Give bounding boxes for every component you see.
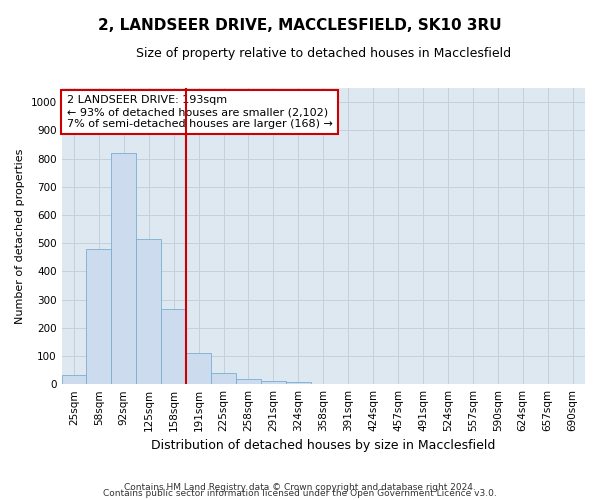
Bar [86, 249, 112, 384]
Bar [112, 153, 136, 384]
Bar [286, 382, 311, 384]
Y-axis label: Number of detached properties: Number of detached properties [15, 148, 25, 324]
Text: Contains public sector information licensed under the Open Government Licence v3: Contains public sector information licen… [103, 490, 497, 498]
Text: Contains HM Land Registry data © Crown copyright and database right 2024.: Contains HM Land Registry data © Crown c… [124, 484, 476, 492]
Bar [261, 381, 286, 384]
Title: Size of property relative to detached houses in Macclesfield: Size of property relative to detached ho… [136, 48, 511, 60]
Bar [161, 310, 186, 384]
Bar [211, 373, 236, 384]
X-axis label: Distribution of detached houses by size in Macclesfield: Distribution of detached houses by size … [151, 440, 496, 452]
Bar [136, 239, 161, 384]
Bar [62, 375, 86, 384]
Text: 2, LANDSEER DRIVE, MACCLESFIELD, SK10 3RU: 2, LANDSEER DRIVE, MACCLESFIELD, SK10 3R… [98, 18, 502, 32]
Bar [186, 353, 211, 384]
Text: 2 LANDSEER DRIVE: 193sqm
← 93% of detached houses are smaller (2,102)
7% of semi: 2 LANDSEER DRIVE: 193sqm ← 93% of detach… [67, 96, 332, 128]
Bar [236, 378, 261, 384]
